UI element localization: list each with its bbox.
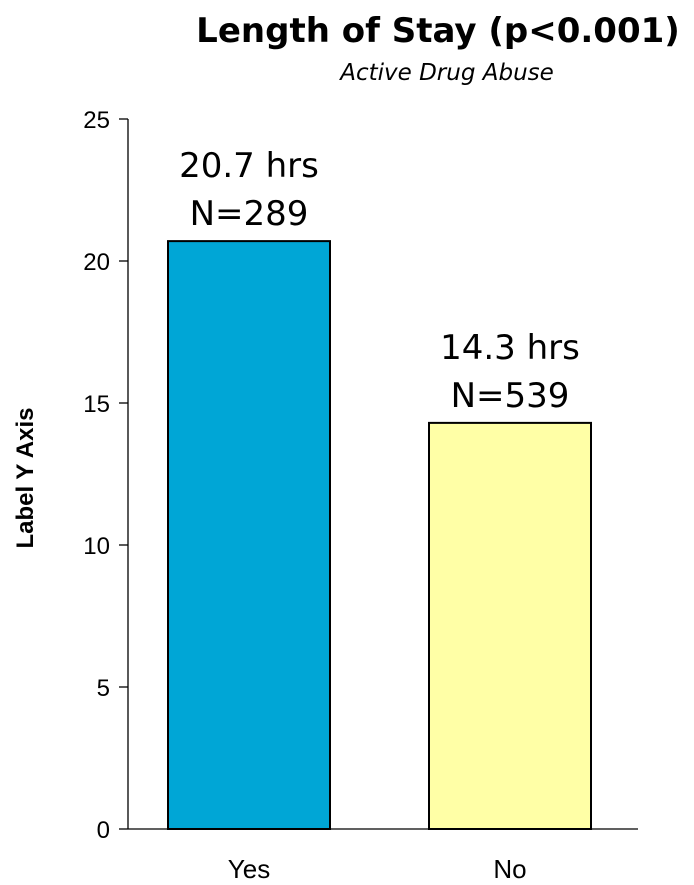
y-tick-label: 15 bbox=[83, 391, 110, 418]
chart-subtitle: Active Drug Abuse bbox=[338, 60, 554, 86]
plot-area: 0 5 10 15 20 25 Yes 20.7 hrs N=289 No 14.3 hrs N=53… bbox=[83, 107, 638, 884]
y-tick-label: 0 bbox=[97, 817, 110, 844]
y-tick-label: 5 bbox=[97, 675, 110, 702]
y-tick-label: 10 bbox=[83, 533, 110, 560]
data-label-count: N=539 bbox=[451, 376, 570, 416]
data-label-value: 20.7 hrs bbox=[179, 146, 319, 186]
data-label-count: N=289 bbox=[190, 194, 309, 234]
bar-yes bbox=[167, 240, 331, 830]
data-label-value: 14.3 hrs bbox=[440, 328, 580, 368]
bar-no bbox=[428, 421, 592, 830]
chart-title: Length of Stay (p<0.001) bbox=[196, 11, 680, 51]
y-axis-label: Label Y Axis bbox=[12, 408, 39, 549]
y-tick-label: 20 bbox=[83, 249, 110, 276]
x-tick-label: No bbox=[493, 854, 526, 884]
y-tick-label: 25 bbox=[83, 107, 110, 134]
x-tick-label: Yes bbox=[228, 854, 270, 884]
